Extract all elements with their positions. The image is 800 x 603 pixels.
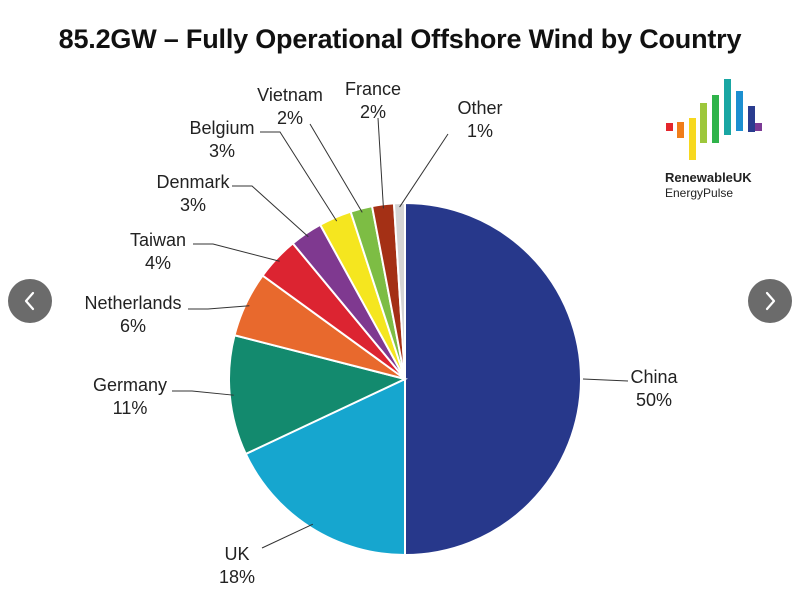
slice-name-denmark: Denmark	[156, 172, 230, 192]
slice-name-germany: Germany	[93, 375, 167, 395]
chart-title: 85.2GW – Fully Operational Offshore Wind…	[58, 24, 742, 54]
logo-bar	[689, 118, 696, 160]
pie-slice-china	[404, 201, 582, 557]
next-button[interactable]	[748, 279, 792, 323]
slice-name-france: France	[345, 79, 401, 99]
logo-bar	[712, 95, 719, 143]
renewableuk-logo: RenewableUK EnergyPulse	[665, 79, 762, 200]
slice-name-belgium: Belgium	[189, 118, 254, 138]
slice-percent-denmark: 3%	[180, 195, 206, 215]
leader-line-denmark	[232, 185, 309, 238]
leader-line-germany	[172, 390, 234, 396]
leader-line-taiwan	[193, 243, 280, 262]
slice-percent-france: 2%	[360, 102, 386, 122]
pie-slice-germany	[228, 334, 408, 456]
slice-name-netherlands: Netherlands	[84, 293, 181, 313]
slice-percent-uk: 18%	[219, 567, 255, 587]
slice-percent-other: 1%	[467, 121, 493, 141]
slice-name-china: China	[630, 367, 678, 387]
logo-bar	[677, 122, 684, 138]
logo-product: EnergyPulse	[665, 186, 733, 200]
leader-line-uk	[261, 523, 314, 549]
slice-percent-china: 50%	[636, 390, 672, 410]
logo-bar	[724, 79, 731, 135]
leader-line-vietnam	[309, 123, 363, 213]
logo-bars	[666, 79, 762, 160]
leader-line-belgium	[260, 131, 338, 222]
slice-name-vietnam: Vietnam	[257, 85, 323, 105]
logo-bar	[700, 103, 707, 143]
slice-name-uk: UK	[224, 544, 249, 564]
leader-line-china	[582, 378, 629, 382]
slice-percent-germany: 11%	[113, 398, 148, 418]
slice-percent-belgium: 3%	[209, 141, 235, 161]
leader-line-france	[377, 117, 384, 209]
pie-slices	[228, 201, 582, 557]
slice-percent-netherlands: 6%	[120, 316, 146, 336]
logo-bar	[666, 123, 673, 131]
pie-slice-other	[392, 201, 406, 380]
slice-percent-taiwan: 4%	[145, 253, 171, 273]
slice-labels: China 50% UK 18% Germany 11% Netherlands 6% Taiw…	[84, 79, 678, 587]
slice-name-taiwan: Taiwan	[130, 230, 186, 250]
logo-bar	[748, 106, 755, 132]
leader-line-other	[399, 133, 449, 208]
logo-bar	[755, 123, 762, 131]
logo-bar	[736, 91, 743, 131]
pie-slice-uk	[244, 377, 406, 557]
slice-name-other: Other	[457, 98, 502, 118]
chevron-right-icon	[765, 291, 776, 311]
previous-button[interactable]	[8, 279, 52, 323]
leader-line-netherlands	[188, 305, 250, 310]
slice-percent-vietnam: 2%	[277, 108, 303, 128]
logo-brand: RenewableUK	[665, 170, 752, 185]
chevron-left-icon	[24, 291, 35, 311]
leader-lines	[172, 117, 629, 549]
